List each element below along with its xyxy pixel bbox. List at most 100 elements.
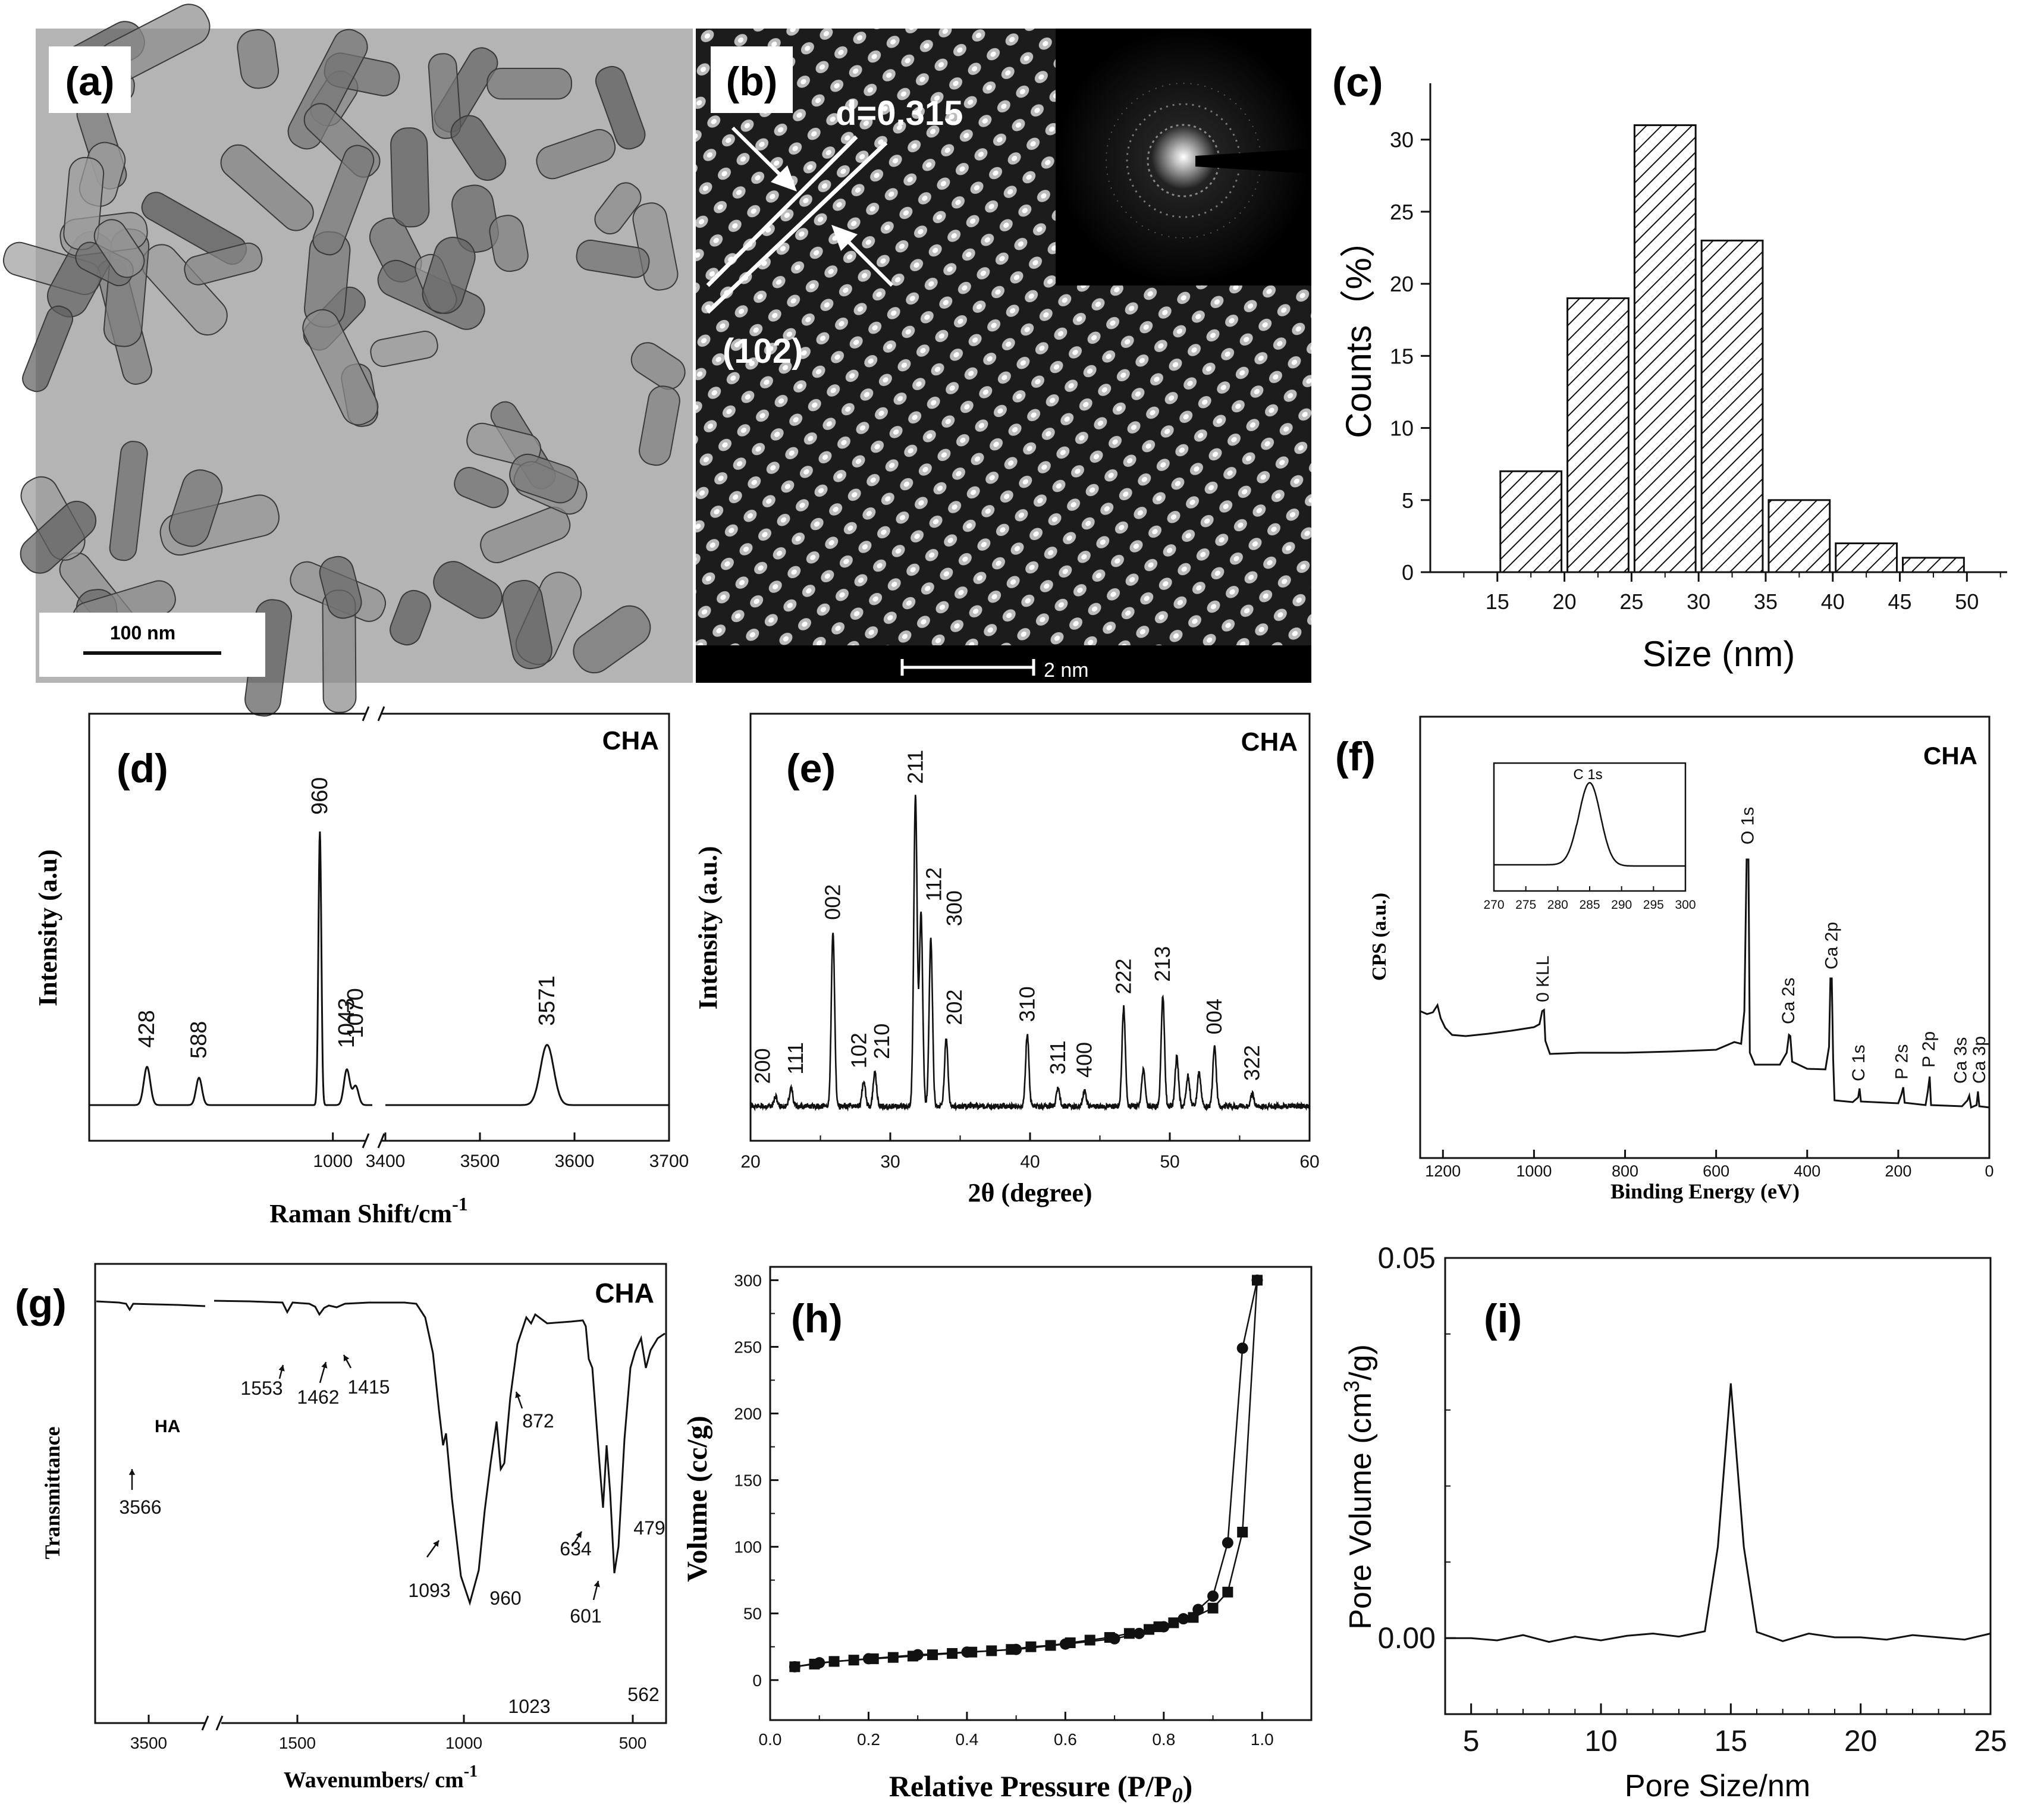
x-tick-label: 0.6 (1054, 1730, 1077, 1749)
x-tick-label: 400 (1794, 1162, 1820, 1180)
desorption-point (1059, 1638, 1071, 1650)
panel-label-i: (i) (1484, 1296, 1522, 1341)
arrow-head (771, 165, 797, 192)
peak-label: 1070 (343, 988, 368, 1038)
frame-f (1419, 716, 1991, 1159)
nanorod (422, 237, 476, 314)
pore-distribution (1445, 1383, 1991, 1643)
xlabel-f: Binding Energy (eV) (1610, 1179, 1800, 1203)
band-label: 562 (627, 1684, 659, 1705)
inset-tick-label: 280 (1547, 898, 1568, 912)
scale-bar-strip-b (696, 645, 1311, 683)
peak-label: 222 (1111, 959, 1135, 994)
desorption-point (1251, 1274, 1263, 1286)
x-tick-label: 3400 (366, 1151, 406, 1171)
xlabel-e: 2θ (degree) (968, 1178, 1092, 1207)
adsorption-point (828, 1656, 840, 1667)
y-tick-label: 300 (734, 1271, 762, 1289)
scale-bar-box-a (39, 613, 265, 677)
ylabel-h: Volume (cc/g) (682, 1416, 713, 1582)
nanorod (220, 144, 314, 231)
y-tick-label: 30 (1390, 128, 1414, 152)
nanorod (509, 453, 579, 504)
desorption-point (1133, 1627, 1145, 1639)
adsorption-point (1188, 1612, 1199, 1623)
nanorod (237, 29, 280, 89)
histogram-bar (1767, 499, 1831, 573)
adsorption-point (986, 1645, 997, 1656)
inset-tick-label: 290 (1611, 898, 1632, 912)
axis-ticks-h: 0.0 0.2 0.4 0.6 0.8 1.0 0 50 100 150 200 250 300 (734, 1271, 1312, 1749)
lattice-line (706, 135, 858, 287)
x-tick-label: 0 (1985, 1162, 1993, 1180)
nanorod (184, 242, 263, 285)
c1s-spectrum (1494, 782, 1685, 867)
peak-label: 0 KLL (1533, 956, 1553, 1002)
desorption-point (789, 1661, 800, 1672)
xlabel-i: Pore Size/nm (1625, 1769, 1810, 1803)
x-tick-label: 30 (1687, 589, 1710, 614)
nanorod (576, 239, 650, 278)
nanorod (433, 561, 503, 619)
peak-label: P 2p (1919, 1031, 1939, 1068)
band-label: 872 (522, 1410, 554, 1432)
raman-spectrum (89, 831, 669, 1106)
adsorption-point (1168, 1617, 1179, 1628)
y-tick-label: 150 (734, 1471, 762, 1490)
nanorod (595, 65, 646, 150)
peak-label: 311 (1046, 1040, 1070, 1074)
x-tick-label: 1200 (1425, 1162, 1461, 1180)
band-label: 1093 (408, 1580, 450, 1601)
xlabel-h: Relative Pressure (P/P0) (889, 1769, 1192, 1807)
band-label: 1553 (240, 1377, 282, 1399)
y-tick-label: 0.05 (1378, 1241, 1436, 1275)
x-tick-label: 1500 (279, 1734, 316, 1752)
peak-label: 3571 (535, 975, 560, 1026)
nanorod (22, 305, 74, 393)
nanorod (390, 127, 430, 228)
x-tick-label: 20 (740, 1152, 760, 1172)
annotation-arrowhead (128, 1469, 136, 1475)
y-tick-label: 0 (1402, 560, 1414, 585)
y-tick-label: 10 (1390, 416, 1414, 441)
panel-label-e: (e) (786, 746, 836, 791)
annotation-arrowhead (433, 1540, 439, 1547)
x-tick-label: 1000 (313, 1151, 353, 1171)
x-tick-label: 40 (1020, 1152, 1040, 1172)
beam-stopper (1195, 149, 1311, 174)
sample-label-e: CHA (1241, 727, 1298, 757)
nanorod (630, 342, 686, 390)
x-tick-label: 3500 (130, 1734, 167, 1752)
histogram-bar (1835, 542, 1898, 573)
panel-b: (b) d=0.315 (102) 2 nm (696, 29, 1311, 683)
panel-g: 3500 1500 1000 500 3566 1553 1462 1415 872 1093 9… (15, 1263, 667, 1793)
peak-label: 111 (783, 1042, 808, 1075)
nanorod (489, 215, 529, 272)
desorption-point (1222, 1537, 1233, 1549)
nanorod (428, 53, 461, 139)
panel-label-h: (h) (791, 1296, 843, 1341)
frame-i (1444, 1257, 1992, 1715)
nanorods (2, 4, 686, 717)
y-tick-label: 25 (1390, 200, 1414, 224)
y-tick-label: 50 (743, 1605, 762, 1623)
adsorption-point (1025, 1641, 1037, 1652)
xlabel-g: Wavenumbers/ cm-1 (284, 1762, 478, 1793)
desorption-point (1178, 1613, 1189, 1625)
arrow (843, 236, 894, 287)
axis-break-marks (362, 706, 385, 1149)
ylabel-d: Intensity (a.u) (33, 849, 62, 1006)
x-tick-label: 50 (1160, 1152, 1179, 1172)
inset-title: C 1s (1573, 767, 1602, 783)
axis-break-marks (201, 1715, 224, 1731)
adsorption-point (1237, 1526, 1248, 1537)
axis-ticks-d: 1000 3400 3500 3600 3700 (313, 1132, 689, 1171)
nanorod (639, 385, 680, 466)
y-tick-label: 5 (1402, 488, 1414, 513)
arrow-head (831, 225, 858, 251)
nanorod (93, 219, 145, 278)
x-tick-label: 15 (1715, 1724, 1748, 1758)
